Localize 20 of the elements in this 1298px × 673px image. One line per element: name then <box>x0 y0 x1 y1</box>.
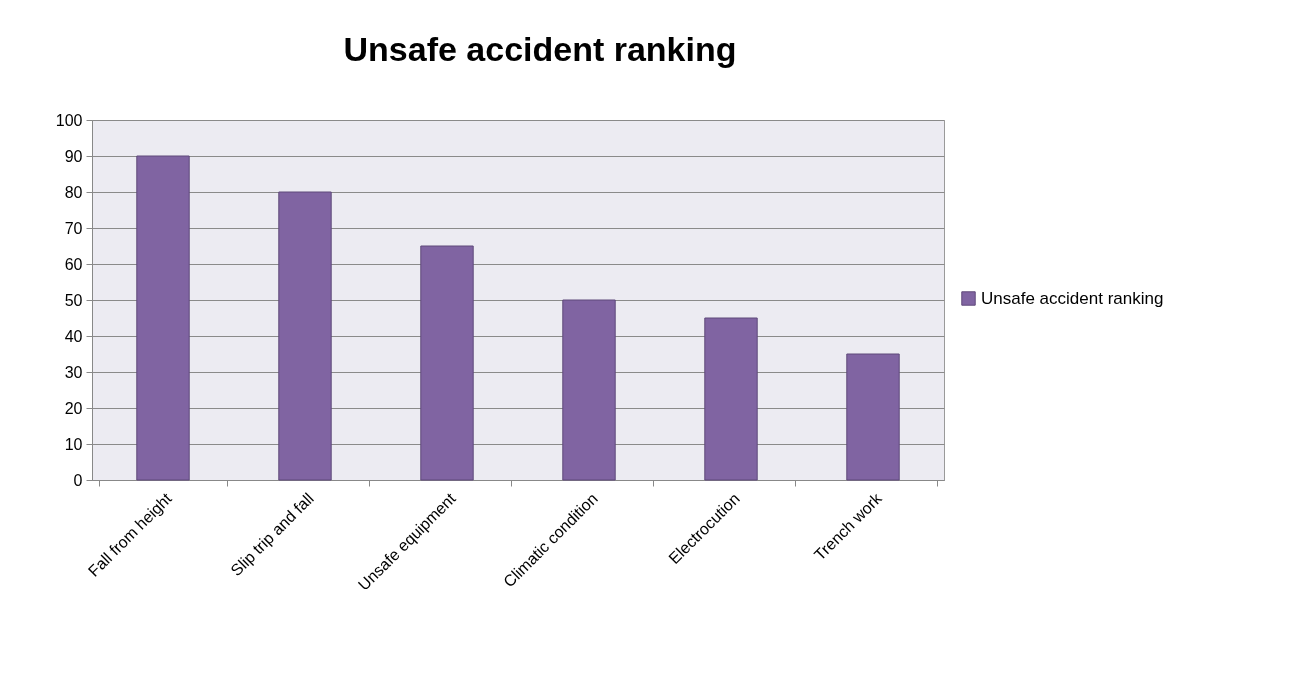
y-tick-label: 0 <box>73 471 83 489</box>
y-tick-label: 10 <box>64 435 83 453</box>
y-tick-label: 50 <box>64 291 83 309</box>
bar <box>704 317 758 481</box>
y-tick-label: 70 <box>64 219 83 237</box>
bar <box>562 299 616 481</box>
y-tick-label: 100 <box>55 111 83 129</box>
bar <box>846 353 900 481</box>
x-tick-label: Slip trip and fall <box>227 489 317 580</box>
y-tick-label: 30 <box>64 363 83 381</box>
y-tick-label: 60 <box>64 255 83 273</box>
y-tick-label: 80 <box>64 183 83 201</box>
y-tick-label: 90 <box>64 147 83 165</box>
bar <box>136 155 190 481</box>
chart-title: Unsafe accident ranking <box>343 30 737 68</box>
legend-label: Unsafe accident ranking <box>981 288 1164 308</box>
y-tick-label: 20 <box>64 399 83 417</box>
y-tick-label: 40 <box>64 327 83 345</box>
bar <box>420 245 474 481</box>
bar <box>278 191 332 481</box>
